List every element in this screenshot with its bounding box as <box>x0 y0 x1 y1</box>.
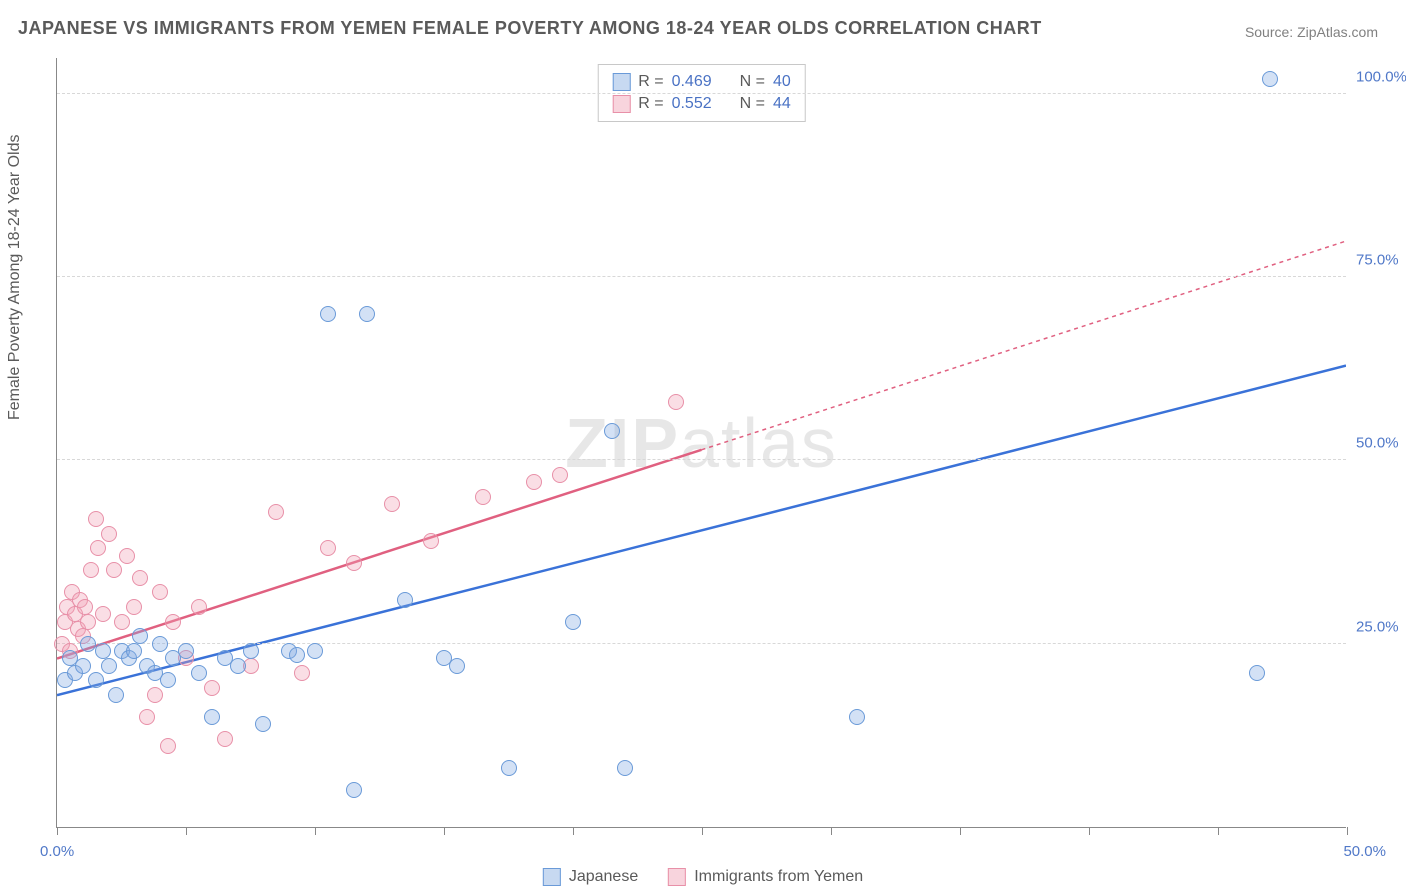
gridline <box>57 459 1346 460</box>
xtick <box>444 827 445 835</box>
data-point <box>108 687 124 703</box>
data-point <box>217 731 233 747</box>
data-point <box>178 643 194 659</box>
data-point <box>106 562 122 578</box>
data-point <box>359 306 375 322</box>
data-point <box>449 658 465 674</box>
data-point <box>849 709 865 725</box>
data-point <box>204 680 220 696</box>
data-point <box>132 570 148 586</box>
data-point <box>77 599 93 615</box>
data-point <box>114 614 130 630</box>
data-point <box>289 647 305 663</box>
gridline <box>57 93 1346 94</box>
gridline <box>57 276 1346 277</box>
data-point <box>101 658 117 674</box>
data-point <box>160 672 176 688</box>
xtick <box>1347 827 1348 835</box>
swatch-blue-icon <box>543 868 561 886</box>
data-point <box>617 760 633 776</box>
data-point <box>160 738 176 754</box>
data-point <box>191 599 207 615</box>
xtick <box>573 827 574 835</box>
xtick <box>186 827 187 835</box>
data-point <box>604 423 620 439</box>
data-point <box>147 687 163 703</box>
y-axis-label: Female Poverty Among 18-24 Year Olds <box>6 135 24 421</box>
data-point <box>552 467 568 483</box>
trend-lines <box>57 58 1346 827</box>
data-point <box>320 306 336 322</box>
stats-row-pink: R = 0.552 N = 44 <box>612 93 791 115</box>
data-point <box>126 643 142 659</box>
data-point <box>132 628 148 644</box>
data-point <box>423 533 439 549</box>
source-label: Source: ZipAtlas.com <box>1245 24 1378 40</box>
data-point <box>1249 665 1265 681</box>
data-point <box>204 709 220 725</box>
data-point <box>243 643 259 659</box>
legend-item-pink: Immigrants from Yemen <box>668 868 863 886</box>
data-point <box>346 782 362 798</box>
xtick <box>831 827 832 835</box>
data-point <box>83 562 99 578</box>
data-point <box>1262 71 1278 87</box>
data-point <box>668 394 684 410</box>
data-point <box>384 496 400 512</box>
data-point <box>320 540 336 556</box>
data-point <box>268 504 284 520</box>
data-point <box>294 665 310 681</box>
xtick <box>1089 827 1090 835</box>
xtick <box>702 827 703 835</box>
ytick-label: 100.0% <box>1356 68 1406 85</box>
data-point <box>230 658 246 674</box>
data-point <box>119 548 135 564</box>
data-point <box>565 614 581 630</box>
data-point <box>139 709 155 725</box>
ytick-label: 25.0% <box>1356 618 1406 635</box>
xtick <box>315 827 316 835</box>
legend-item-blue: Japanese <box>543 868 638 886</box>
watermark: ZIPatlas <box>565 403 838 483</box>
swatch-blue-icon <box>612 73 630 91</box>
data-point <box>75 658 91 674</box>
data-point <box>126 599 142 615</box>
data-point <box>165 614 181 630</box>
ytick-label: 75.0% <box>1356 252 1406 269</box>
data-point <box>88 672 104 688</box>
data-point <box>191 665 207 681</box>
data-point <box>80 636 96 652</box>
chart-title: JAPANESE VS IMMIGRANTS FROM YEMEN FEMALE… <box>18 18 1042 39</box>
data-point <box>95 606 111 622</box>
data-point <box>346 555 362 571</box>
data-point <box>80 614 96 630</box>
data-point <box>152 584 168 600</box>
ytick-label: 50.0% <box>1356 435 1406 452</box>
xtick <box>960 827 961 835</box>
data-point <box>307 643 323 659</box>
stats-row-blue: R = 0.469 N = 40 <box>612 71 791 93</box>
data-point <box>95 643 111 659</box>
swatch-pink-icon <box>668 868 686 886</box>
plot-area: ZIPatlas R = 0.469 N = 40 R = 0.552 N = … <box>56 58 1346 828</box>
data-point <box>90 540 106 556</box>
xtick-50: 50.0% <box>1343 843 1386 860</box>
data-point <box>526 474 542 490</box>
data-point <box>152 636 168 652</box>
data-point <box>475 489 491 505</box>
swatch-pink-icon <box>612 95 630 113</box>
data-point <box>255 716 271 732</box>
xtick-0: 0.0% <box>40 843 74 860</box>
xtick <box>1218 827 1219 835</box>
data-point <box>101 526 117 542</box>
data-point <box>88 511 104 527</box>
data-point <box>397 592 413 608</box>
legend: Japanese Immigrants from Yemen <box>543 868 863 886</box>
data-point <box>501 760 517 776</box>
xtick <box>57 827 58 835</box>
